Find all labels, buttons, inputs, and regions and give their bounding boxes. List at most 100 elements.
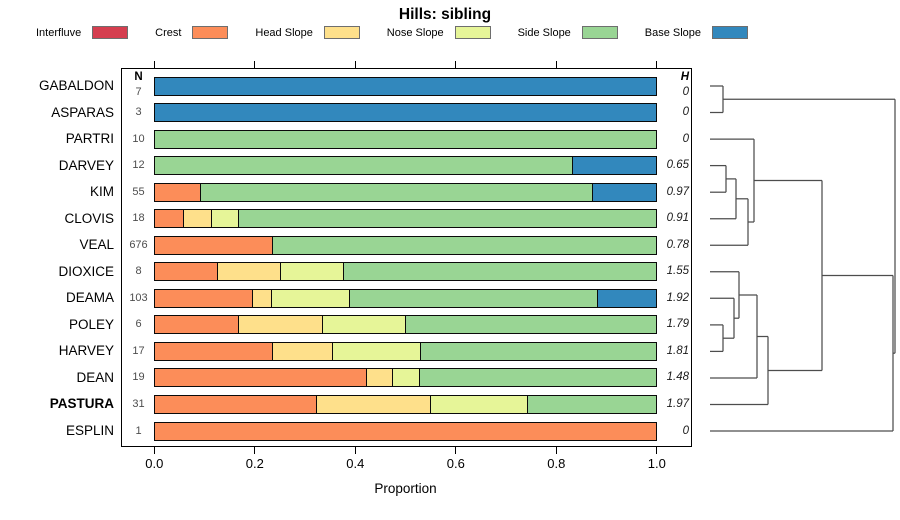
row-h-value: 1.97 <box>666 397 689 410</box>
row-h-value: 1.55 <box>666 265 689 278</box>
bar-segment <box>154 422 656 440</box>
bar-segment <box>200 183 593 201</box>
row-n-value: 12 <box>132 159 145 172</box>
legend-swatch <box>192 26 229 39</box>
row-n-value: 17 <box>132 344 145 357</box>
row-label: ASPARAS <box>51 104 114 120</box>
row-n-value: 3 <box>135 106 142 119</box>
bar-segment <box>597 289 656 307</box>
bar-segment <box>154 77 656 95</box>
row-bar <box>153 262 657 282</box>
bar-segment <box>405 316 656 334</box>
row-n-value: 1 <box>135 424 142 437</box>
plot-box <box>121 68 692 447</box>
axis-tick-bottom <box>153 447 155 454</box>
row-h-value: 0.65 <box>666 159 689 172</box>
row-label: GABALDON <box>38 78 114 93</box>
bar-segment <box>210 210 239 228</box>
chart-title: Hills: sibling <box>398 6 492 23</box>
bar-segment <box>365 369 393 387</box>
row-label: KIM <box>89 184 114 200</box>
bar-segment <box>154 395 317 413</box>
bar-segment <box>392 369 419 387</box>
row-h-value: 0 <box>682 106 689 119</box>
bar-segment <box>429 395 528 413</box>
row-bar <box>153 315 657 335</box>
axis-tick-top <box>455 61 457 68</box>
row-h-value: 0.78 <box>666 238 689 251</box>
legend-label: Side Slope <box>517 26 571 39</box>
axis-tick-label: 0.0 <box>145 456 164 471</box>
axis-tick-top <box>254 61 256 68</box>
bar-segment <box>418 369 656 387</box>
bar-segment <box>154 130 656 148</box>
row-bar <box>153 76 657 96</box>
row-h-value: 0.97 <box>666 185 689 198</box>
axis-tick-top <box>153 61 155 68</box>
axis-tick-bottom <box>455 447 457 454</box>
legend-label: Nose Slope <box>386 26 444 39</box>
row-n-value: 676 <box>129 238 148 251</box>
axis-tick-top <box>656 61 658 68</box>
bar-segment <box>419 342 656 360</box>
row-label: DEAN <box>76 369 114 385</box>
row-h-value: 1.48 <box>666 371 689 384</box>
legend-swatch <box>92 26 129 39</box>
row-bar <box>153 394 657 414</box>
axis-tick-label: 0.4 <box>346 456 365 471</box>
bar-segment <box>154 104 656 122</box>
row-h-value: 0.91 <box>666 212 689 225</box>
axis-tick-bottom <box>555 447 557 454</box>
row-label: DEAMA <box>65 290 114 306</box>
bar-segment <box>154 183 201 201</box>
x-axis-label: Proportion <box>374 481 437 496</box>
legend-label: Base Slope <box>644 26 701 39</box>
row-h-value: 0 <box>682 424 689 437</box>
bar-segment <box>527 395 656 413</box>
row-label: DIOXICE <box>58 263 114 279</box>
bar-segment <box>271 289 350 307</box>
legend-item: Base Slope <box>645 26 748 39</box>
axis-tick-bottom <box>354 447 356 454</box>
bar-segment <box>572 157 656 175</box>
row-label: HARVEY <box>58 343 114 359</box>
bar-segment <box>154 236 272 254</box>
row-h-value: 0 <box>682 85 689 98</box>
axis-tick-bottom <box>656 447 658 454</box>
bar-segment <box>251 289 272 307</box>
bar-segment <box>154 316 239 334</box>
bar-segment <box>272 342 332 360</box>
row-n-value: 31 <box>132 397 145 410</box>
row-n-value: 6 <box>135 318 142 331</box>
row-bar <box>153 368 657 388</box>
row-bar <box>153 288 657 308</box>
bar-segment <box>238 210 656 228</box>
row-n-value: 18 <box>132 212 145 225</box>
row-label: POLEY <box>68 316 114 332</box>
row-label: VEAL <box>79 237 114 253</box>
bar-segment <box>322 316 406 334</box>
axis-tick-bottom <box>254 447 256 454</box>
axis-tick-top <box>354 61 356 68</box>
row-n-value: 8 <box>135 265 142 278</box>
legend-item: Interfluve <box>36 26 129 39</box>
legend-swatch <box>323 26 360 39</box>
axis-tick-label: 1.0 <box>647 456 666 471</box>
row-n-value: 103 <box>129 291 148 304</box>
row-label: PARTRI <box>65 131 114 147</box>
bar-segment <box>238 316 322 334</box>
bar-segment <box>316 395 430 413</box>
bar-segment <box>271 236 656 254</box>
row-n-value: 19 <box>132 371 145 384</box>
row-bar <box>153 182 657 202</box>
row-bar <box>153 209 657 229</box>
row-bar <box>153 421 657 441</box>
legend-item: Head Slope <box>255 26 360 39</box>
legend-label: Crest <box>155 26 182 39</box>
row-bar <box>153 103 657 123</box>
bar-segment <box>279 263 343 281</box>
bar-segment <box>154 342 273 360</box>
legend-item: Side Slope <box>518 26 618 39</box>
bar-segment <box>349 289 598 307</box>
row-n-value: 7 <box>135 85 142 98</box>
